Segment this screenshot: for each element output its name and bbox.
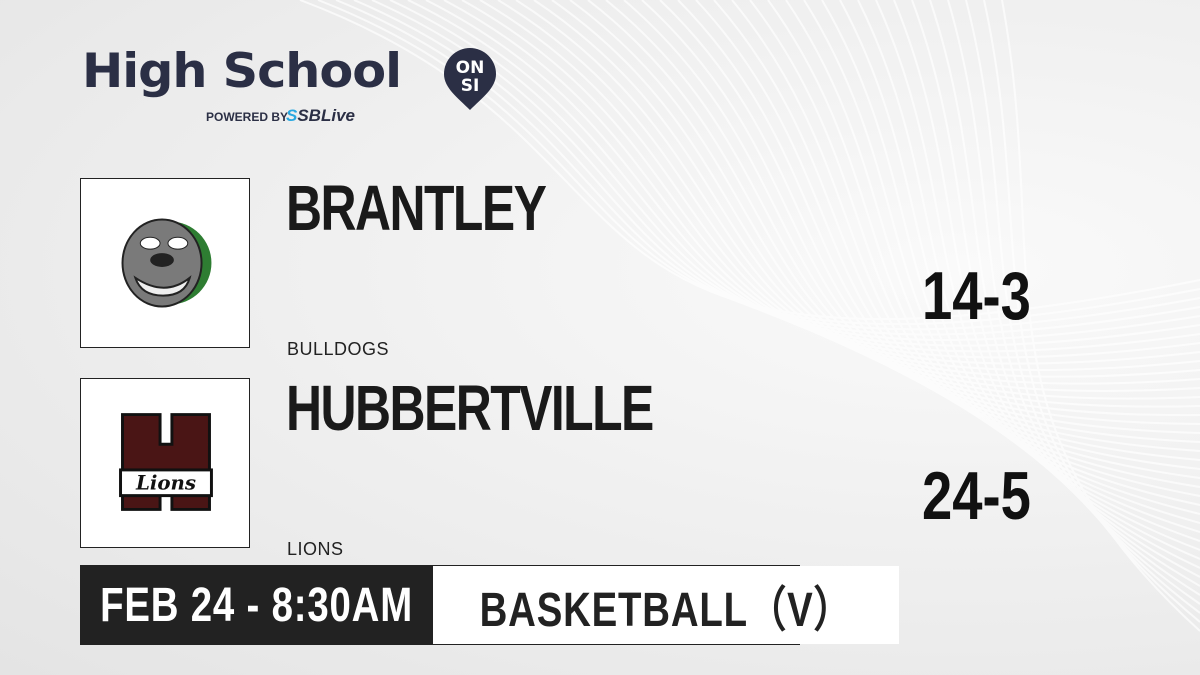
- home-team-record: 14-3: [922, 258, 1031, 334]
- background-wave-line: [479, 0, 1200, 378]
- background-wave-line: [407, 0, 1200, 353]
- svg-text:ON: ON: [456, 58, 485, 78]
- game-datetime: FEB 24 - 8:30AM: [81, 566, 433, 644]
- bulldog-logo-icon: [121, 218, 212, 308]
- svg-text:SI: SI: [461, 76, 480, 96]
- hubbertville-h-lions-logo-icon: Lions: [119, 413, 213, 511]
- brantley-logo: [80, 178, 250, 348]
- background-wave-line: [389, 0, 1200, 347]
- background-wave-line: [659, 0, 1200, 461]
- background-wave-line: [605, 0, 1200, 434]
- on-si-pin-icon: ON SI: [442, 46, 498, 112]
- game-sport: BASKETBALL（V）: [433, 566, 900, 644]
- sblive-logo: SSBLive: [286, 106, 355, 125]
- home-team-name: BRANTLEY: [286, 172, 547, 244]
- powered-by-label: POWERED BY: [206, 110, 289, 124]
- hubbertville-logo: Lions: [80, 378, 250, 548]
- svg-text:Lions: Lions: [135, 471, 196, 495]
- background-wave-line: [641, 0, 1200, 452]
- brand-title: High School: [82, 44, 402, 99]
- background-wave-line: [569, 0, 1200, 417]
- background-wave-line: [749, 0, 1200, 506]
- away-team-name: HUBBERTVILLE: [286, 372, 654, 444]
- background-wave-line: [515, 0, 1200, 392]
- background-wave-line: [497, 0, 1200, 385]
- away-team-mascot: LIONS: [287, 539, 344, 559]
- home-team-mascot: BULLDOGS: [287, 339, 390, 359]
- game-info-bar: FEB 24 - 8:30AM BASKETBALL（V）: [80, 565, 900, 645]
- background-wave-line: [371, 0, 1200, 341]
- background-wave-line: [677, 0, 1200, 470]
- background-wave-line: [443, 0, 1200, 365]
- background-wave-line: [731, 0, 1200, 497]
- background-wave-line: [1001, 0, 1200, 632]
- background-wave-line: [821, 0, 1200, 542]
- background-wave-line: [533, 0, 1200, 400]
- away-team-record: 24-5: [922, 458, 1031, 534]
- background-wave-line: [587, 0, 1200, 425]
- background-wave-line: [461, 0, 1200, 371]
- background-wave-line: [803, 0, 1200, 533]
